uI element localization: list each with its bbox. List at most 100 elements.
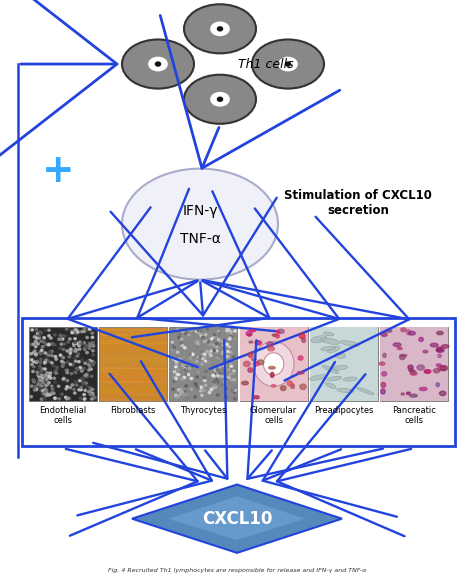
Ellipse shape bbox=[335, 353, 346, 358]
Ellipse shape bbox=[45, 383, 47, 385]
Ellipse shape bbox=[181, 378, 183, 380]
Ellipse shape bbox=[69, 363, 72, 365]
Ellipse shape bbox=[34, 355, 36, 356]
Ellipse shape bbox=[195, 330, 198, 332]
Ellipse shape bbox=[40, 376, 43, 378]
Ellipse shape bbox=[41, 368, 44, 370]
Ellipse shape bbox=[182, 372, 185, 374]
Ellipse shape bbox=[381, 332, 387, 336]
Ellipse shape bbox=[81, 343, 83, 345]
Ellipse shape bbox=[278, 57, 298, 72]
Ellipse shape bbox=[195, 341, 197, 343]
Ellipse shape bbox=[52, 393, 55, 394]
Ellipse shape bbox=[91, 350, 94, 352]
Ellipse shape bbox=[66, 369, 69, 372]
Ellipse shape bbox=[91, 342, 93, 345]
Ellipse shape bbox=[229, 352, 232, 353]
Text: IFN-γ: IFN-γ bbox=[182, 204, 218, 218]
Ellipse shape bbox=[55, 369, 58, 371]
Ellipse shape bbox=[38, 384, 41, 386]
Ellipse shape bbox=[73, 392, 76, 394]
Ellipse shape bbox=[88, 328, 91, 330]
Ellipse shape bbox=[40, 370, 43, 372]
Ellipse shape bbox=[40, 398, 43, 400]
Ellipse shape bbox=[436, 383, 439, 387]
Text: TNF-α: TNF-α bbox=[180, 232, 220, 246]
Ellipse shape bbox=[71, 384, 73, 386]
Ellipse shape bbox=[38, 337, 40, 339]
Ellipse shape bbox=[440, 366, 447, 370]
Ellipse shape bbox=[36, 343, 39, 345]
Ellipse shape bbox=[325, 383, 336, 389]
Ellipse shape bbox=[91, 398, 93, 400]
Ellipse shape bbox=[80, 389, 82, 391]
Polygon shape bbox=[132, 484, 342, 553]
Ellipse shape bbox=[201, 386, 203, 389]
Ellipse shape bbox=[419, 387, 427, 390]
Ellipse shape bbox=[218, 372, 221, 374]
Ellipse shape bbox=[86, 352, 88, 354]
Ellipse shape bbox=[76, 329, 79, 332]
Ellipse shape bbox=[83, 328, 86, 330]
Ellipse shape bbox=[38, 367, 41, 370]
Ellipse shape bbox=[52, 392, 54, 394]
Ellipse shape bbox=[215, 379, 218, 381]
Ellipse shape bbox=[38, 373, 41, 375]
Ellipse shape bbox=[197, 358, 200, 360]
Ellipse shape bbox=[189, 353, 191, 355]
Ellipse shape bbox=[197, 329, 200, 332]
Ellipse shape bbox=[203, 355, 205, 356]
Ellipse shape bbox=[275, 334, 279, 338]
Ellipse shape bbox=[229, 339, 232, 341]
Ellipse shape bbox=[63, 377, 65, 380]
Ellipse shape bbox=[271, 384, 276, 387]
Ellipse shape bbox=[40, 353, 42, 355]
Ellipse shape bbox=[218, 331, 220, 333]
Ellipse shape bbox=[40, 340, 42, 342]
Ellipse shape bbox=[203, 389, 206, 392]
Ellipse shape bbox=[179, 389, 182, 391]
Ellipse shape bbox=[41, 390, 44, 392]
Ellipse shape bbox=[171, 349, 173, 351]
Ellipse shape bbox=[79, 366, 82, 369]
Ellipse shape bbox=[273, 334, 276, 336]
Ellipse shape bbox=[410, 372, 417, 375]
Ellipse shape bbox=[172, 348, 174, 350]
Ellipse shape bbox=[208, 356, 210, 359]
Ellipse shape bbox=[89, 387, 91, 389]
Ellipse shape bbox=[35, 340, 37, 343]
Ellipse shape bbox=[73, 357, 76, 359]
Ellipse shape bbox=[42, 381, 44, 383]
Ellipse shape bbox=[203, 379, 206, 382]
Ellipse shape bbox=[70, 348, 72, 350]
Ellipse shape bbox=[91, 345, 93, 347]
Ellipse shape bbox=[173, 330, 175, 332]
Ellipse shape bbox=[176, 329, 179, 331]
Ellipse shape bbox=[204, 333, 207, 336]
Ellipse shape bbox=[213, 381, 215, 383]
Ellipse shape bbox=[181, 338, 183, 340]
Ellipse shape bbox=[264, 353, 284, 375]
Ellipse shape bbox=[51, 388, 54, 390]
Ellipse shape bbox=[248, 352, 253, 357]
Ellipse shape bbox=[83, 393, 85, 396]
Ellipse shape bbox=[213, 375, 216, 377]
Ellipse shape bbox=[382, 372, 387, 376]
Ellipse shape bbox=[33, 381, 35, 383]
Ellipse shape bbox=[171, 341, 173, 343]
Ellipse shape bbox=[407, 392, 410, 394]
Ellipse shape bbox=[201, 351, 203, 353]
Ellipse shape bbox=[201, 394, 203, 396]
Ellipse shape bbox=[45, 360, 47, 362]
Bar bbox=[380, 326, 448, 402]
Ellipse shape bbox=[225, 343, 228, 345]
Ellipse shape bbox=[226, 329, 228, 330]
Ellipse shape bbox=[38, 365, 41, 367]
Ellipse shape bbox=[184, 4, 256, 53]
Ellipse shape bbox=[91, 332, 93, 334]
Ellipse shape bbox=[47, 355, 50, 356]
Ellipse shape bbox=[32, 370, 34, 373]
Ellipse shape bbox=[82, 367, 85, 369]
Ellipse shape bbox=[231, 372, 234, 375]
Ellipse shape bbox=[204, 360, 207, 362]
